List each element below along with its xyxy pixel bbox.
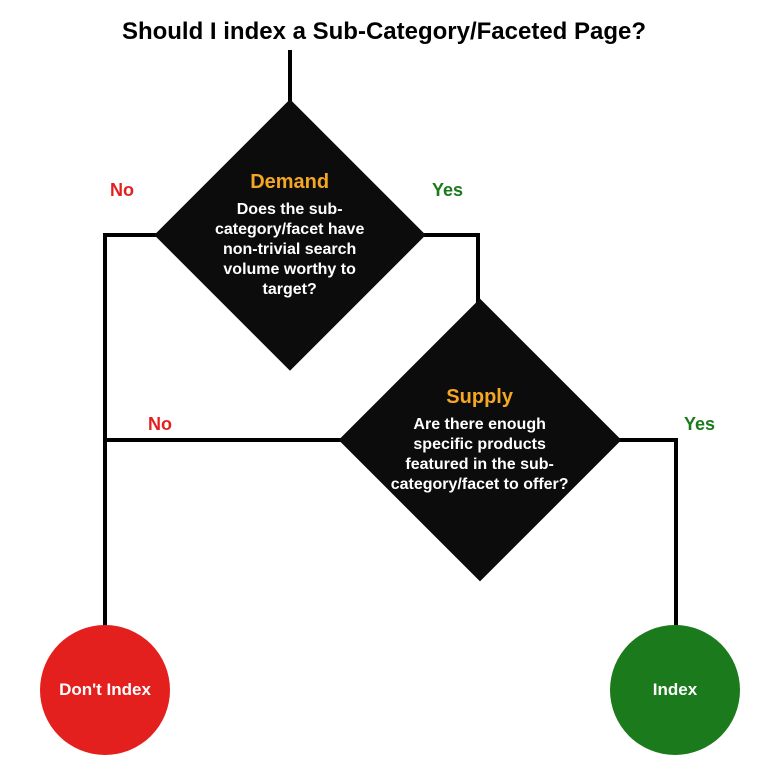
connector-segment: [103, 233, 107, 628]
connector-segment: [424, 233, 480, 237]
edge-label-demand-no: No: [110, 180, 134, 201]
connector-segment: [674, 438, 678, 628]
connector-segment: [103, 438, 343, 442]
decision-demand-heading: Demand: [200, 171, 380, 194]
decision-supply-heading: Supply: [385, 386, 575, 409]
connector-segment: [476, 233, 480, 303]
decision-supply: Supply Are there enough specific product…: [339, 299, 622, 582]
connector-segment: [618, 438, 678, 442]
edge-label-supply-yes: Yes: [684, 414, 715, 435]
decision-supply-body: Are there enough specific products featu…: [385, 415, 575, 495]
connector-segment: [288, 50, 292, 104]
edge-label-demand-yes: Yes: [432, 180, 463, 201]
terminal-index-label: Index: [653, 680, 697, 700]
connector-segment: [103, 233, 157, 237]
flowchart-title: Should I index a Sub-Category/Faceted Pa…: [0, 18, 768, 46]
terminal-dont-index: Don't Index: [40, 625, 170, 755]
edge-label-supply-no: No: [148, 414, 172, 435]
flowchart-canvas: Should I index a Sub-Category/Faceted Pa…: [0, 0, 768, 778]
decision-supply-content: Supply Are there enough specific product…: [385, 386, 575, 495]
decision-demand: Demand Does the sub-category/facet have …: [154, 99, 426, 371]
decision-demand-content: Demand Does the sub-category/facet have …: [200, 171, 380, 300]
terminal-index: Index: [610, 625, 740, 755]
decision-demand-body: Does the sub-category/facet have non-tri…: [200, 200, 380, 300]
terminal-dont-index-label: Don't Index: [59, 680, 151, 700]
